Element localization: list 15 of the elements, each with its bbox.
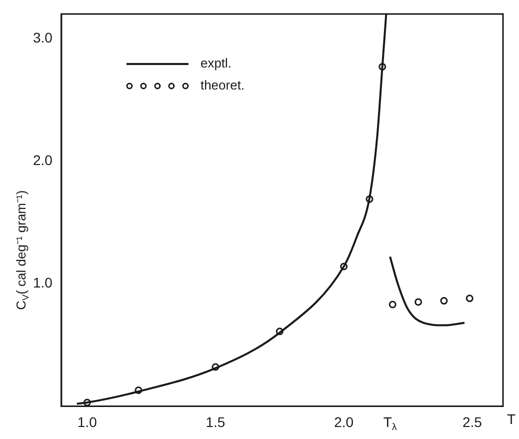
point bbox=[388, 300, 396, 308]
x-axis-title: T bbox=[507, 411, 516, 428]
x-tick-label: 2.5 bbox=[462, 414, 482, 430]
legend-label: exptl. bbox=[200, 56, 232, 71]
point bbox=[440, 297, 448, 305]
x-tick-label: 2.0 bbox=[334, 414, 354, 430]
y-tick-label: 3.0 bbox=[32, 29, 53, 46]
y-tick-label: 2.0 bbox=[32, 152, 53, 168]
point bbox=[414, 298, 422, 306]
point bbox=[466, 294, 474, 302]
x-tick-label: 1.5 bbox=[206, 414, 226, 430]
y-axis-title: CV( cal deg⁻¹ gram⁻¹) bbox=[14, 190, 30, 310]
y-tick-label: 1.0 bbox=[32, 274, 53, 290]
legend-label: theoret. bbox=[200, 78, 245, 93]
x-tick-label: 1.0 bbox=[77, 414, 98, 430]
